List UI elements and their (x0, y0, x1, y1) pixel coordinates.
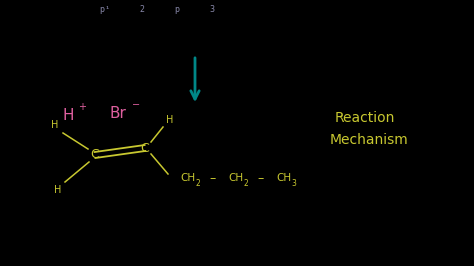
Text: 2: 2 (196, 178, 201, 188)
Text: Reaction: Reaction (335, 111, 395, 125)
Text: Br: Br (109, 106, 127, 120)
Text: +: + (78, 102, 86, 112)
Text: C: C (141, 142, 149, 155)
Text: –: – (254, 172, 268, 185)
Text: Mechanism: Mechanism (330, 133, 409, 147)
Text: CH: CH (180, 173, 195, 183)
Text: p¹      2      p      3: p¹ 2 p 3 (100, 5, 215, 14)
Text: H: H (51, 120, 59, 130)
Text: H: H (62, 107, 74, 123)
Text: CH: CH (228, 173, 243, 183)
Text: C: C (91, 148, 100, 161)
Text: H: H (55, 185, 62, 195)
Text: H: H (166, 115, 173, 125)
Text: 3: 3 (292, 178, 296, 188)
Text: CH: CH (276, 173, 291, 183)
Text: −: − (132, 100, 140, 110)
Text: –: – (206, 172, 220, 185)
Text: 2: 2 (244, 178, 248, 188)
